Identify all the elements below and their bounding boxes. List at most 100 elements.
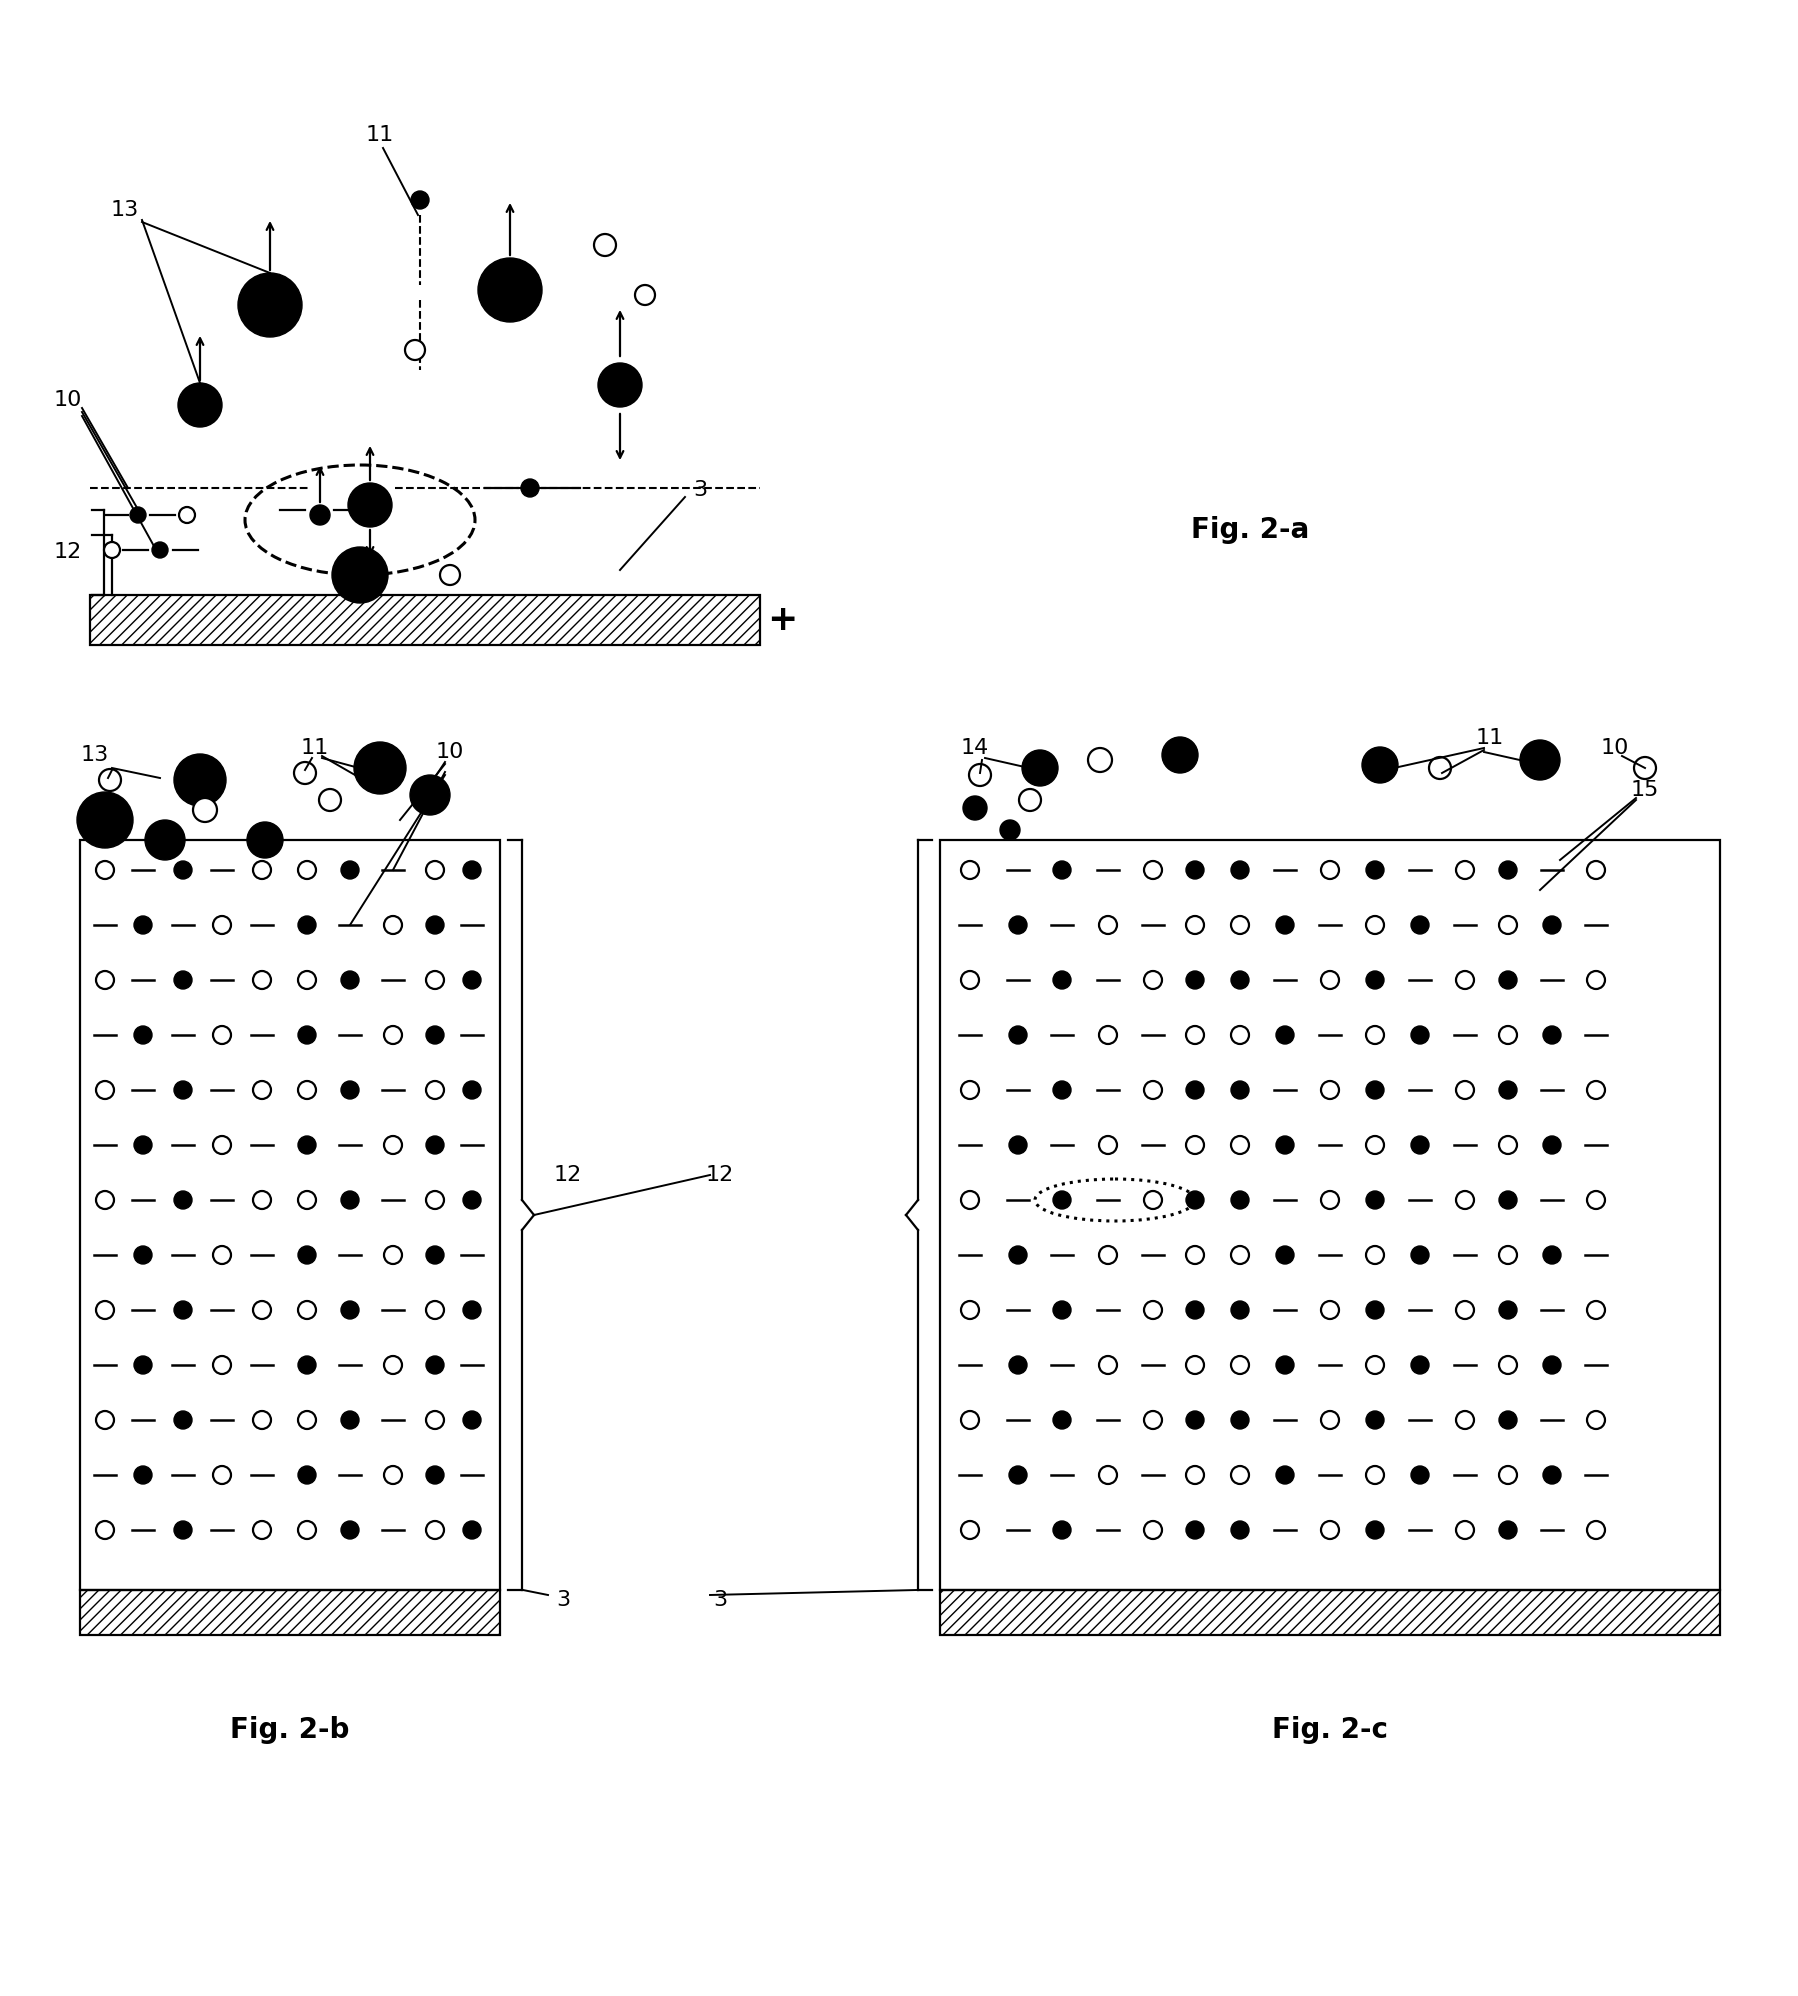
Circle shape	[174, 1521, 192, 1539]
Circle shape	[342, 1411, 360, 1429]
Circle shape	[385, 1026, 403, 1044]
Circle shape	[426, 970, 444, 988]
Circle shape	[1366, 1301, 1384, 1319]
Circle shape	[1232, 1465, 1250, 1483]
Circle shape	[426, 916, 444, 934]
Circle shape	[1054, 970, 1072, 988]
Text: 12: 12	[554, 1166, 583, 1186]
Circle shape	[1187, 1301, 1205, 1319]
Circle shape	[960, 1082, 978, 1100]
Circle shape	[1277, 1465, 1295, 1483]
Text: 13: 13	[111, 200, 138, 220]
Text: Fig. 2-b: Fig. 2-b	[230, 1717, 349, 1745]
Circle shape	[426, 1136, 444, 1154]
Circle shape	[298, 1026, 316, 1044]
Circle shape	[153, 543, 167, 559]
Text: 12: 12	[54, 543, 83, 563]
Circle shape	[464, 1521, 482, 1539]
Circle shape	[464, 1082, 482, 1100]
Bar	[79, 840, 500, 1591]
Circle shape	[1456, 860, 1474, 878]
Circle shape	[77, 792, 133, 848]
Circle shape	[298, 1521, 316, 1539]
Circle shape	[1456, 970, 1474, 988]
Circle shape	[960, 1301, 978, 1319]
Circle shape	[254, 1411, 271, 1429]
Circle shape	[212, 1355, 230, 1373]
Circle shape	[1322, 1411, 1340, 1429]
Circle shape	[1500, 1301, 1518, 1319]
Circle shape	[1543, 1465, 1561, 1483]
Text: Fig. 2-a: Fig. 2-a	[1190, 517, 1309, 545]
Circle shape	[593, 234, 617, 255]
Circle shape	[1411, 1465, 1429, 1483]
Circle shape	[1366, 860, 1384, 878]
Circle shape	[298, 1136, 316, 1154]
Circle shape	[1187, 860, 1205, 878]
Circle shape	[342, 1301, 360, 1319]
Circle shape	[1232, 970, 1250, 988]
Circle shape	[342, 1521, 360, 1539]
Circle shape	[254, 1192, 271, 1210]
Circle shape	[1187, 1192, 1205, 1210]
Circle shape	[309, 505, 331, 525]
Circle shape	[441, 565, 460, 585]
Circle shape	[464, 970, 482, 988]
Circle shape	[1088, 748, 1111, 772]
Circle shape	[1277, 916, 1295, 934]
Circle shape	[1366, 1355, 1384, 1373]
Text: 13: 13	[81, 745, 110, 764]
Circle shape	[192, 798, 218, 822]
Circle shape	[349, 483, 392, 527]
Circle shape	[1054, 860, 1072, 878]
Circle shape	[1099, 1026, 1117, 1044]
Circle shape	[426, 1521, 444, 1539]
Circle shape	[298, 1301, 316, 1319]
Circle shape	[254, 1521, 271, 1539]
Circle shape	[1021, 750, 1057, 786]
Circle shape	[1277, 1246, 1295, 1263]
Text: 15: 15	[1631, 780, 1660, 800]
Circle shape	[178, 383, 221, 427]
Circle shape	[174, 860, 192, 878]
Circle shape	[385, 916, 403, 934]
Circle shape	[412, 192, 430, 210]
Text: 10: 10	[54, 389, 83, 409]
Text: 12: 12	[707, 1166, 734, 1186]
Circle shape	[254, 970, 271, 988]
Circle shape	[1411, 1246, 1429, 1263]
Text: 11: 11	[1476, 729, 1505, 748]
Circle shape	[212, 1465, 230, 1483]
Circle shape	[1232, 1246, 1250, 1263]
Circle shape	[426, 1192, 444, 1210]
Circle shape	[464, 1411, 482, 1429]
Circle shape	[1144, 1192, 1162, 1210]
Circle shape	[1187, 1026, 1205, 1044]
Circle shape	[1634, 756, 1656, 778]
Circle shape	[95, 860, 113, 878]
Text: 3: 3	[556, 1591, 570, 1611]
Circle shape	[342, 1082, 360, 1100]
Circle shape	[1322, 1192, 1340, 1210]
Circle shape	[1500, 1355, 1518, 1373]
Circle shape	[1000, 820, 1019, 840]
Circle shape	[1232, 1301, 1250, 1319]
Circle shape	[426, 1411, 444, 1429]
Circle shape	[1099, 1136, 1117, 1154]
Circle shape	[1588, 1521, 1606, 1539]
Circle shape	[135, 1026, 153, 1044]
Circle shape	[1588, 970, 1606, 988]
Circle shape	[135, 916, 153, 934]
Circle shape	[1277, 1026, 1295, 1044]
Circle shape	[1009, 1465, 1027, 1483]
Circle shape	[1187, 1411, 1205, 1429]
Circle shape	[1099, 1246, 1117, 1263]
Circle shape	[1588, 1411, 1606, 1429]
Circle shape	[426, 1026, 444, 1044]
Circle shape	[426, 1082, 444, 1100]
Circle shape	[1322, 1521, 1340, 1539]
Circle shape	[1232, 916, 1250, 934]
Circle shape	[1456, 1521, 1474, 1539]
Circle shape	[354, 743, 406, 794]
Circle shape	[426, 1301, 444, 1319]
